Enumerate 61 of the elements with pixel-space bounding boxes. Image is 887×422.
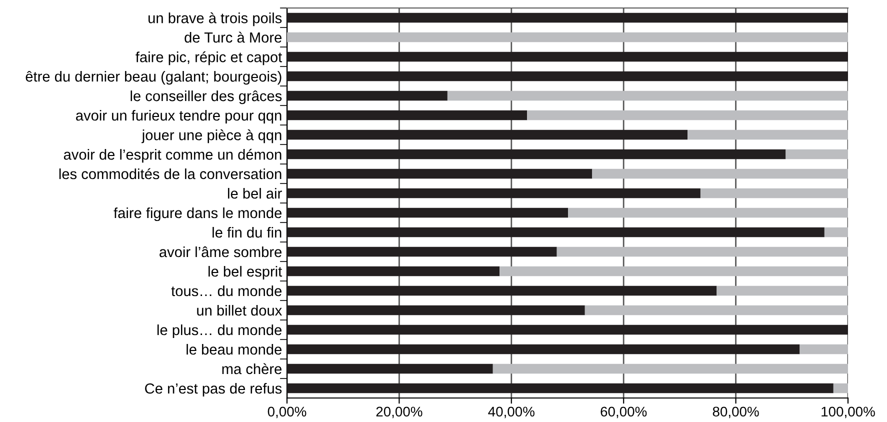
bar	[786, 149, 848, 160]
y-tick-label: avoir un furieux tendre pour qqn	[76, 110, 282, 124]
bar	[287, 71, 848, 82]
y-tick-label: les commodités de la conversation	[59, 168, 282, 180]
x-tick-label: 0,00%	[268, 406, 306, 418]
bar	[527, 110, 848, 120]
x-tick-label: 100,00%	[822, 406, 875, 418]
y-tick-label: un billet doux	[197, 304, 282, 316]
y-tick-label: tous… du monde	[171, 285, 282, 296]
bar	[700, 188, 848, 198]
y-tick-label: le bel air	[228, 188, 282, 199]
y-tick-label: Ce n’est pas de refus	[145, 382, 282, 397]
y-tick-label: ma chère	[222, 363, 282, 374]
bar	[833, 383, 848, 394]
bar	[287, 110, 528, 120]
y-tick-label: faire pic, répic et capot	[136, 51, 282, 66]
y-tick-label: jouer une pièce à qqn	[142, 129, 282, 144]
bar	[287, 90, 448, 101]
bar	[287, 227, 824, 238]
bar	[287, 52, 848, 62]
bar	[287, 12, 848, 23]
bar	[287, 383, 834, 394]
x-tick-label: 40,00%	[488, 406, 534, 418]
y-tick-label: faire figure dans le monde	[114, 207, 282, 222]
x-tick-label: 60,00%	[600, 406, 647, 418]
bar	[287, 168, 592, 179]
bar	[287, 130, 688, 140]
bar	[492, 364, 848, 374]
bar	[716, 286, 848, 296]
bar	[688, 130, 848, 140]
bar	[287, 324, 848, 335]
bar	[568, 208, 848, 218]
y-tick-label: le beau monde	[186, 344, 282, 355]
bar	[500, 266, 848, 276]
x-tick-label: 80,00%	[712, 406, 759, 418]
y-tick-label: de Turc à More	[184, 32, 282, 43]
y-tick-label: le bel esprit	[208, 266, 282, 280]
bar	[287, 344, 800, 354]
y-tick-label: avoir l’âme sombre	[160, 246, 282, 258]
bar	[287, 188, 700, 198]
y-tick-label: avoir de l’esprit comme un démon	[64, 148, 282, 163]
bar	[287, 246, 557, 257]
bar	[592, 168, 848, 179]
bar	[287, 208, 568, 218]
y-tick-label: le conseiller des grâces	[130, 90, 282, 104]
bar	[824, 227, 848, 238]
x-tick-label: 20,00%	[376, 406, 422, 418]
bar	[800, 344, 848, 354]
bar	[287, 149, 786, 160]
y-tick-label: le plus… du monde	[157, 324, 282, 338]
bar	[287, 364, 493, 374]
bar	[584, 305, 848, 316]
bar	[287, 266, 500, 276]
bar	[287, 32, 848, 42]
y-tick-label: être du dernier beau (galant; bourgeois)	[26, 70, 282, 85]
bar	[556, 246, 848, 257]
y-tick-label: le fin du fin	[212, 226, 282, 238]
bar	[447, 90, 848, 101]
y-tick-label: un brave à trois poils	[148, 12, 282, 26]
bar	[287, 305, 585, 316]
bar	[287, 286, 717, 296]
